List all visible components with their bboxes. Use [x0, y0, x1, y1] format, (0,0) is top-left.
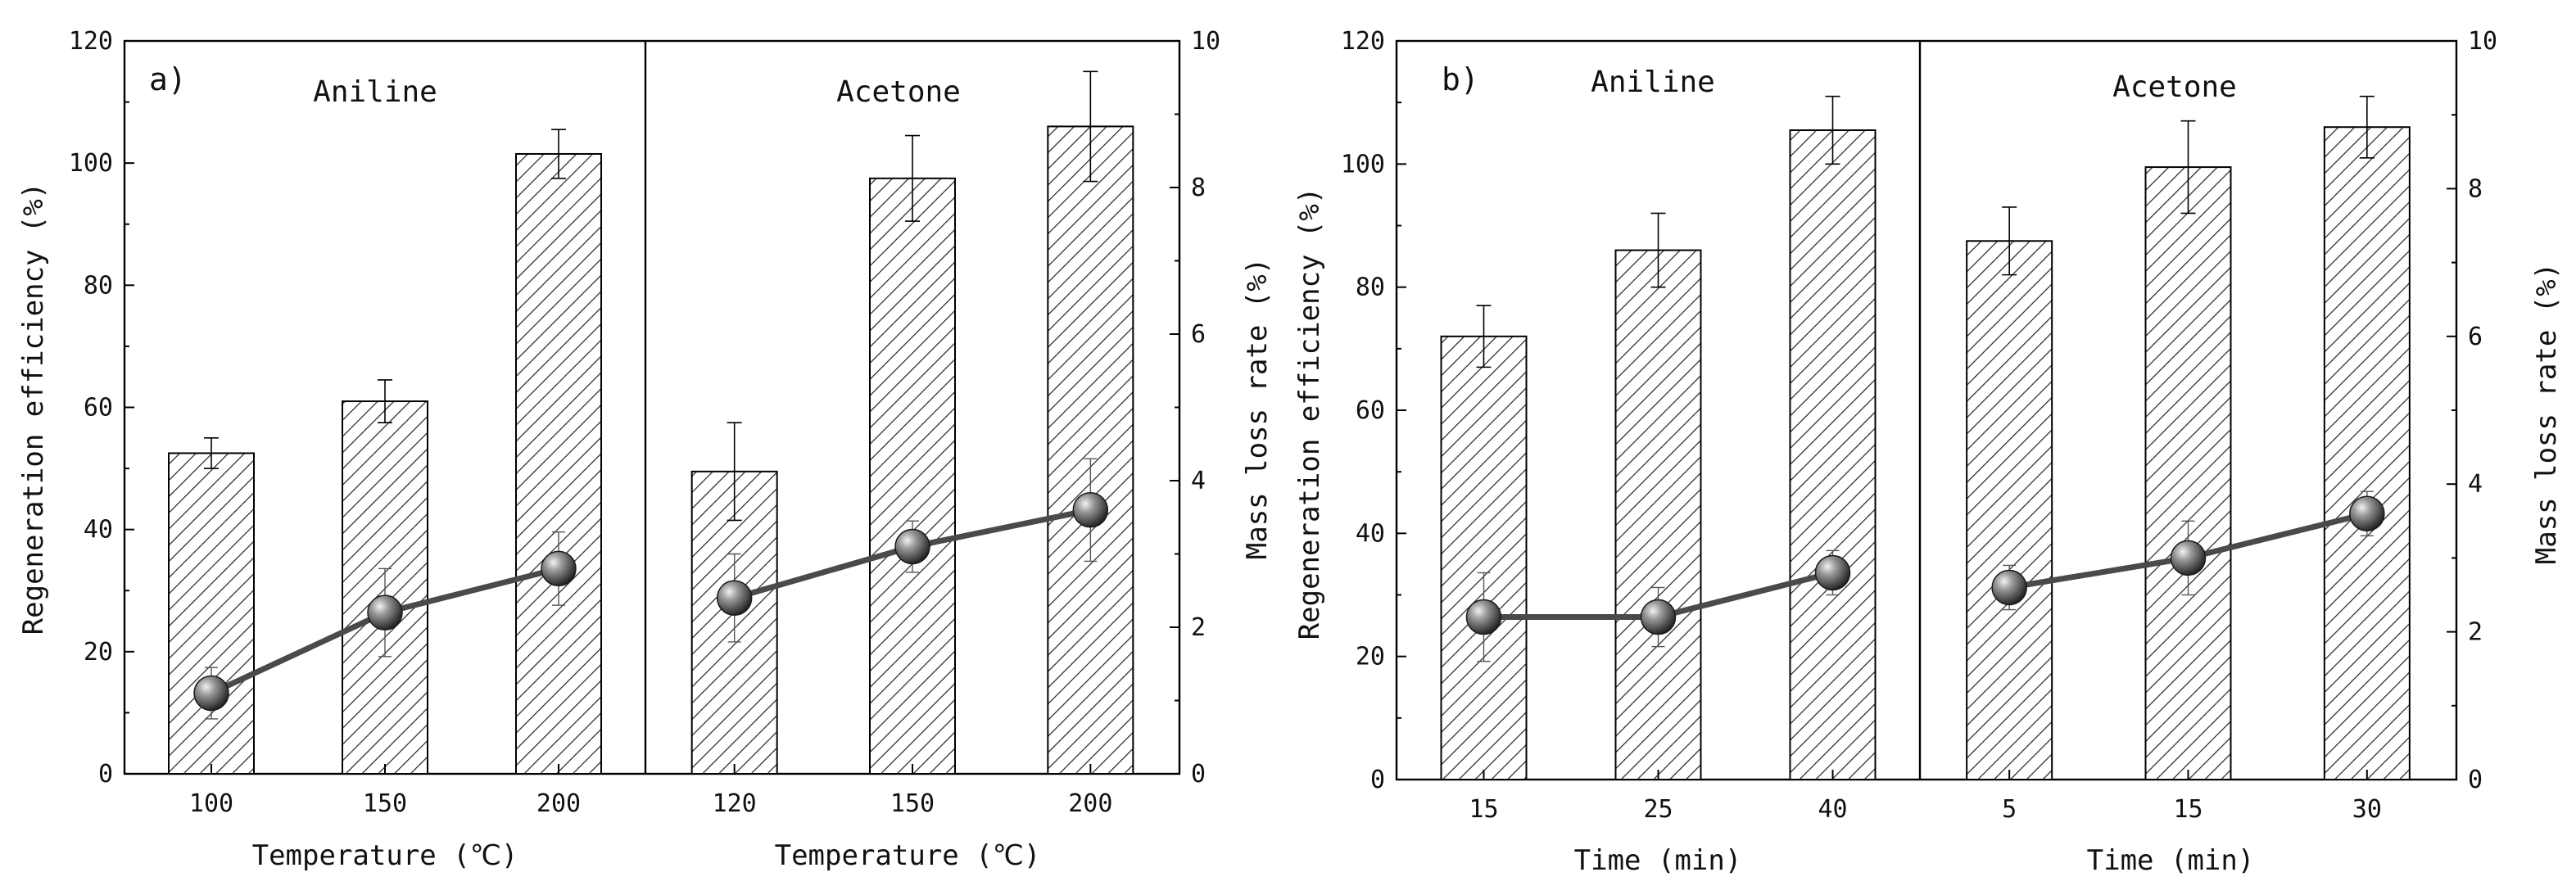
- bar: [1614, 249, 1702, 781]
- x-tick-label: 40: [1818, 795, 1847, 824]
- y-tick-label: 120: [1341, 27, 1385, 56]
- plot-frame: [123, 39, 1181, 775]
- group-title-aniline: Aniline: [313, 75, 437, 109]
- mass-loss-point: [716, 580, 753, 616]
- mass-loss-point: [541, 550, 577, 587]
- y-tick-label: 80: [1356, 273, 1385, 302]
- mass-loss-point: [367, 594, 403, 631]
- mass-loss-point: [1640, 599, 1677, 635]
- y2-tick-label: 0: [2468, 766, 2483, 794]
- mass-loss-point: [2349, 495, 2385, 532]
- x-tick-label: 15: [2173, 795, 2203, 824]
- x-axis-label-left-group: Time (min): [1574, 844, 1742, 877]
- x-tick-labels: 100 150 200 120 150 200: [189, 789, 1113, 818]
- y2-tick-label: 10: [1191, 27, 1220, 56]
- x-axis-label-right-group: Temperature (℃): [775, 839, 1041, 872]
- y-tick-label: 40: [1356, 519, 1385, 548]
- plot-frame: [1395, 39, 2458, 781]
- bar: [1966, 240, 2053, 780]
- y-tick-label: 120: [69, 27, 113, 56]
- y-tick-label: 40: [84, 516, 113, 545]
- panel-label: a): [149, 61, 187, 97]
- y2-tick-label: 8: [2468, 174, 2483, 203]
- mass-loss-point: [2170, 540, 2207, 576]
- x-tick-label: 120: [713, 789, 757, 818]
- y2-tick-label: 4: [2468, 470, 2483, 499]
- mass-loss-point: [894, 528, 930, 565]
- y-axis-label-left: Regeneration efficiency (%): [17, 183, 50, 635]
- y-ticks-right: 0 2 4 6 8 10: [2468, 27, 2497, 794]
- x-tick-label: 200: [536, 789, 581, 818]
- x-axis-label-right-group: Time (min): [2087, 844, 2255, 877]
- mass-loss-point: [1072, 492, 1109, 528]
- bar: [1047, 125, 1134, 775]
- y2-tick-label: 6: [2468, 323, 2483, 351]
- y-tick-label: 80: [84, 271, 113, 300]
- y-axis-label-right: Mass loss rate (%): [1241, 258, 1274, 559]
- x-tick-label: 200: [1068, 789, 1112, 818]
- bar: [1440, 335, 1528, 780]
- y2-tick-label: 2: [2468, 618, 2483, 647]
- y2-tick-label: 2: [1191, 613, 1206, 642]
- x-tick-label: 5: [2002, 795, 2017, 824]
- bar: [1789, 129, 1877, 781]
- y-ticks-right: 0 2 4 6 8 10: [1191, 27, 1220, 789]
- x-tick-label: 15: [1469, 795, 1498, 824]
- y-tick-label: 20: [1356, 643, 1385, 671]
- x-tick-label: 30: [2352, 795, 2382, 824]
- y2-tick-label: 0: [1191, 760, 1206, 789]
- bar: [869, 177, 956, 775]
- group-title-aniline: Aniline: [1591, 66, 1715, 99]
- bar: [168, 452, 255, 775]
- y-tick-label: 0: [1370, 766, 1385, 794]
- x-tick-label: 150: [890, 789, 935, 818]
- mass-loss-point: [1814, 554, 1851, 591]
- bar: [515, 152, 602, 775]
- panel-label: b): [1442, 61, 1479, 97]
- x-axis-label-left-group: Temperature (℃): [252, 839, 518, 872]
- mass-loss-point: [1991, 569, 2027, 606]
- x-tick-label: 25: [1643, 795, 1673, 824]
- mass-loss-point: [193, 675, 229, 712]
- y2-tick-label: 6: [1191, 320, 1206, 349]
- y-ticks-left: 0 20 40 60 80 100 120: [1341, 27, 1385, 794]
- x-tick-label: 150: [363, 789, 407, 818]
- y2-tick-label: 10: [2468, 27, 2497, 56]
- y-axis-label-right: Mass loss rate (%): [2530, 263, 2563, 564]
- panel-b: b) Aniline Acetone Time (min) Time (min)…: [1293, 27, 2563, 877]
- y-tick-label: 60: [84, 394, 113, 423]
- x-tick-label: 100: [189, 789, 233, 818]
- y-ticks-left: 0 20 40 60 80 100 120: [69, 27, 113, 789]
- y2-tick-label: 4: [1191, 467, 1206, 495]
- y-tick-label: 100: [1341, 150, 1385, 179]
- y-tick-label: 60: [1356, 396, 1385, 425]
- panel-a: a) Aniline Acetone Temperature (℃) Tempe…: [17, 27, 1274, 872]
- bar: [2144, 166, 2232, 780]
- y-tick-label: 100: [69, 149, 113, 178]
- y-tick-label: 20: [84, 638, 113, 667]
- x-tick-labels: 15 25 40 5 15 30: [1469, 795, 2381, 824]
- y-axis-label-left: Regeneration efficiency (%): [1293, 188, 1326, 640]
- group-title-acetone: Acetone: [836, 75, 961, 109]
- y-tick-label: 0: [98, 760, 113, 789]
- y2-tick-label: 8: [1191, 174, 1206, 202]
- bar: [2323, 126, 2411, 780]
- group-title-acetone: Acetone: [2112, 70, 2237, 104]
- mass-loss-point: [1465, 599, 1502, 635]
